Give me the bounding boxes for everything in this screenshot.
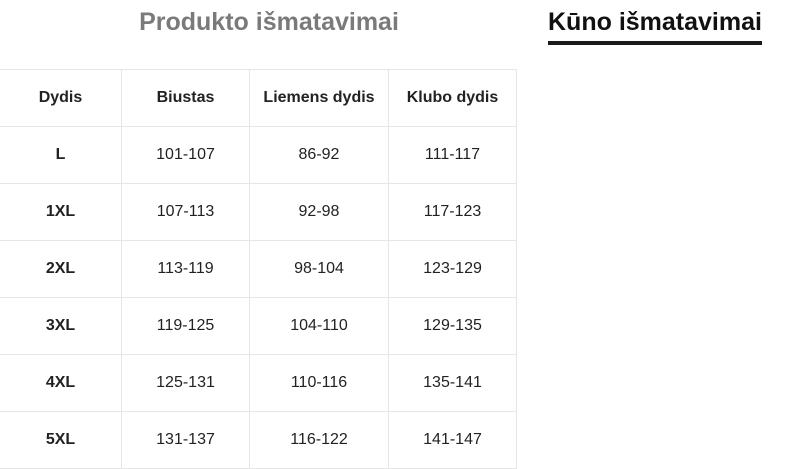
size-cell: 2XL — [0, 240, 122, 298]
table-row: 5XL 131-137 116-122 141-147 — [0, 411, 517, 469]
column-header: Biustas — [121, 69, 250, 127]
measurement-cell: 123-129 — [388, 240, 517, 298]
measurement-cell: 104-110 — [249, 297, 389, 355]
column-header: Klubo dydis — [388, 69, 517, 127]
measurement-cell: 119-125 — [121, 297, 250, 355]
active-tab-underline — [548, 41, 762, 45]
measurement-cell: 135-141 — [388, 354, 517, 412]
measurement-cell: 86-92 — [249, 126, 389, 184]
table-row: 2XL 113-119 98-104 123-129 — [0, 240, 517, 298]
measurement-cell: 129-135 — [388, 297, 517, 355]
measurement-cell: 116-122 — [249, 411, 389, 469]
size-cell: 5XL — [0, 411, 122, 469]
measurement-cell: 131-137 — [121, 411, 250, 469]
measurement-cell: 98-104 — [249, 240, 389, 298]
measurement-cell: 125-131 — [121, 354, 250, 412]
table-row: 1XL 107-113 92-98 117-123 — [0, 183, 517, 241]
column-header: Dydis — [0, 69, 122, 127]
size-cell: 3XL — [0, 297, 122, 355]
column-header: Liemens dydis — [249, 69, 389, 127]
tab-product-measurements[interactable]: Produkto išmatavimai — [139, 8, 399, 36]
measurement-cell: 110-116 — [249, 354, 389, 412]
tab-label: Kūno išmatavimai — [548, 8, 762, 36]
tab-body-measurements[interactable]: Kūno išmatavimai — [548, 8, 762, 45]
measurement-cell: 101-107 — [121, 126, 250, 184]
table-row: 3XL 119-125 104-110 129-135 — [0, 297, 517, 355]
size-cell: 1XL — [0, 183, 122, 241]
table-row: L 101-107 86-92 111-117 — [0, 126, 517, 184]
size-table: Dydis Biustas Liemens dydis Klubo dydis L 10… — [0, 69, 517, 469]
table-header-row: Dydis Biustas Liemens dydis Klubo dydis — [0, 69, 517, 127]
measurement-cell: 111-117 — [388, 126, 517, 184]
size-cell: L — [0, 126, 122, 184]
table-row: 4XL 125-131 110-116 135-141 — [0, 354, 517, 412]
measurement-cell: 117-123 — [388, 183, 517, 241]
measurement-cell: 113-119 — [121, 240, 250, 298]
measurement-cell: 141-147 — [388, 411, 517, 469]
measurement-cell: 107-113 — [121, 183, 250, 241]
measurement-cell: 92-98 — [249, 183, 389, 241]
size-cell: 4XL — [0, 354, 122, 412]
